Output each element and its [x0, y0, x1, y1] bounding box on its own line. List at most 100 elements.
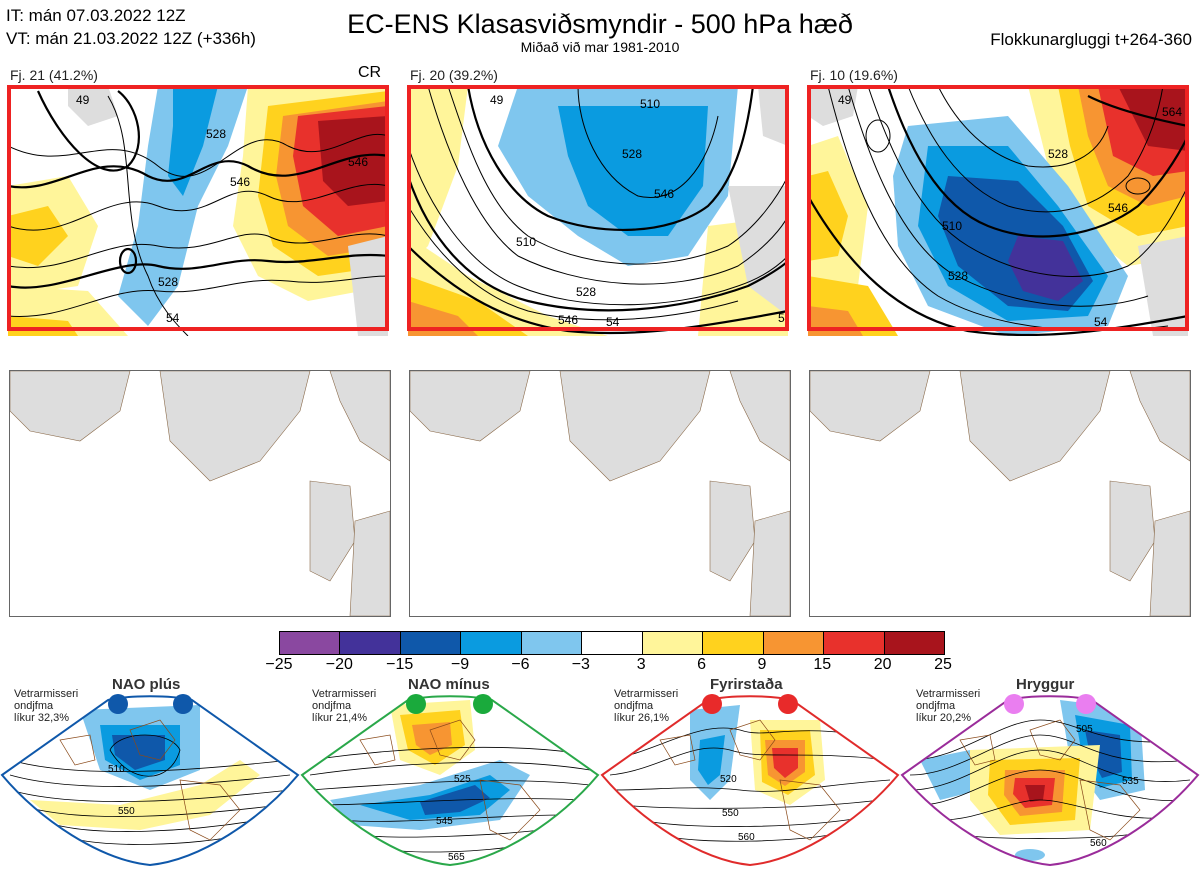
- cluster-2-label: Fj. 20 (39.2%): [410, 67, 498, 83]
- empty-map-1: [9, 370, 391, 617]
- cluster-3-label: Fj. 10 (19.6%): [810, 67, 898, 83]
- colorbar-segment: [763, 632, 825, 654]
- cluster-1-frame: [7, 85, 389, 331]
- regime-2-border: [300, 695, 600, 867]
- regime-info-line: Vetrarmisseri: [312, 688, 377, 700]
- regime-3-dot-right: [778, 694, 798, 714]
- regime-2-map: 525 545 565: [300, 694, 600, 867]
- colorbar-segment: [400, 632, 462, 654]
- regime-1-dot-right: [173, 694, 193, 714]
- colorbar: [279, 631, 945, 655]
- regime-4-contour-label: 505: [1076, 724, 1093, 735]
- regime-info-line: líkur 20,2%: [916, 712, 972, 724]
- regime-3-map: 520 550 560: [600, 694, 900, 867]
- cluster-1-contour-label: 546: [230, 175, 250, 189]
- regime-info-line: líkur 32,3%: [14, 712, 70, 724]
- cluster-1-contour-label: 546: [348, 155, 368, 169]
- regime-info-line: Vetrarmisseri: [916, 688, 981, 700]
- cluster-2-contour-label: 49: [490, 93, 504, 107]
- colorbar-tick-label: 25: [934, 656, 952, 673]
- colorbar-segment: [642, 632, 704, 654]
- cluster-1-contour-label: 528: [206, 127, 226, 141]
- colorbar-segment: [461, 632, 522, 654]
- regime-1-contour-label: 550: [118, 806, 135, 817]
- regime-2-name: NAO mínus: [408, 676, 490, 693]
- regime-info-line: ondjfma: [916, 700, 956, 712]
- cluster-3-contour-label: 528: [948, 269, 968, 283]
- regime-1-dot-left: [108, 694, 128, 714]
- regime-1-info: Vetrarmisseri ondjfma líkur 32,3%: [14, 688, 78, 724]
- regime-3-dot-left: [702, 694, 722, 714]
- regime-4-map: 505 535 560: [900, 694, 1200, 867]
- classification-window: Flokkunargluggi t+264-360: [990, 30, 1192, 49]
- regime-4-dot-right: [1076, 694, 1096, 714]
- colorbar-tick-label: −25: [265, 656, 293, 673]
- colorbar-tick-label: 3: [636, 656, 646, 673]
- cluster-2-contour-label: 546: [558, 313, 578, 327]
- regime-3-contour-label: 520: [720, 774, 737, 785]
- cluster-3-frame: [807, 85, 1189, 331]
- regime-1-map: 510 550: [0, 694, 300, 867]
- colorbar-tick-label: −6: [511, 656, 530, 673]
- regime-2-contour-label: 545: [436, 816, 453, 827]
- regime-2-info: Vetrarmisseri ondjfma líkur 21,4%: [312, 688, 376, 724]
- regime-3-info: Vetrarmisseri ondjfma líkur 26,1%: [614, 688, 678, 724]
- colorbar-segment: [582, 632, 643, 654]
- regime-2-dot-right: [473, 694, 493, 714]
- colorbar-segment: [884, 632, 944, 654]
- colorbar-segment: [280, 632, 341, 654]
- colorbar-tick-label: 20: [873, 656, 892, 673]
- page-title: EC-ENS Klasasviðsmyndir - 500 hPa hæð: [347, 9, 853, 39]
- cluster-3-map: 564 528 546 510 528 54 49: [808, 86, 1188, 336]
- cluster-1-contour-label: 54: [166, 311, 180, 325]
- regime-1-name: NAO plús: [112, 676, 181, 693]
- colorbar-tick-label: −20: [325, 656, 353, 673]
- cluster-1-contour-label: 528: [158, 275, 178, 289]
- cluster-1-tag: CR: [358, 64, 382, 81]
- cluster-2-frame: [407, 85, 789, 331]
- regime-2-dot-left: [406, 694, 426, 714]
- regime-info-line: ondjfma: [312, 700, 352, 712]
- cluster-1-contour-label: 49: [76, 93, 90, 107]
- colorbar-tick-label: 9: [757, 656, 767, 673]
- regime-info-line: Vetrarmisseri: [14, 688, 79, 700]
- cluster-3-contour-label: 49: [838, 93, 852, 107]
- regime-4-name: Hryggur: [1016, 676, 1075, 693]
- regime-4-contour-label: 560: [1090, 838, 1107, 849]
- empty-map-2: [409, 370, 791, 617]
- cluster-1-label: Fj. 21 (41.2%): [10, 67, 98, 83]
- cluster-2-contour-label: 528: [622, 147, 642, 161]
- empty-map-3: [809, 370, 1191, 617]
- regime-4-border: [900, 695, 1200, 867]
- cluster-2-contour-label: 528: [576, 285, 596, 299]
- colorbar-tick-label: −9: [450, 656, 470, 673]
- regime-info-line: ondjfma: [614, 700, 654, 712]
- regime-4-info: Vetrarmisseri ondjfma líkur 20,2%: [916, 688, 980, 724]
- cluster-3-contour-label: 54: [1094, 315, 1108, 329]
- regime-3-border: [600, 695, 900, 867]
- cluster-2-contour-label: 510: [640, 97, 660, 111]
- cluster-3-contour-label: 564: [1162, 105, 1182, 119]
- colorbar-tick-label: −3: [571, 656, 590, 673]
- regime-4-dot-left: [1004, 694, 1024, 714]
- regime-4-contour-label: 535: [1122, 776, 1139, 787]
- cluster-2-contour-label: 54: [606, 315, 620, 329]
- cluster-3-contour-label: 510: [942, 219, 962, 233]
- regime-3-contour-label: 560: [738, 832, 755, 843]
- cluster-1-map: 528 546 546 528 54 49: [8, 86, 388, 336]
- regime-1-contour-label: 510: [108, 764, 125, 775]
- it-line: IT: mán 07.03.2022 12Z: [6, 6, 186, 25]
- colorbar-tick-label: 15: [813, 656, 832, 673]
- regime-2-contour-label: 565: [448, 852, 465, 863]
- regime-info-line: líkur 26,1%: [614, 712, 670, 724]
- cluster-2-contour-label: 546: [654, 187, 674, 201]
- page-subtitle: Miðað við mar 1981-2010: [520, 39, 680, 55]
- regime-3-name: Fyrirstaða: [710, 676, 783, 693]
- cluster-3-contour-label: 528: [1048, 147, 1068, 161]
- colorbar-tick-label: 6: [697, 656, 706, 673]
- colorbar-segment: [824, 632, 885, 654]
- regime-info-line: líkur 21,4%: [312, 712, 368, 724]
- cluster-2-map: 510 528 546 510 528 546 54 54 49: [408, 86, 788, 336]
- vt-line: VT: mán 21.03.2022 12Z (+336h): [6, 29, 256, 48]
- header-dates: IT: mán 07.03.2022 12Z VT: mán 21.03.202…: [6, 4, 256, 50]
